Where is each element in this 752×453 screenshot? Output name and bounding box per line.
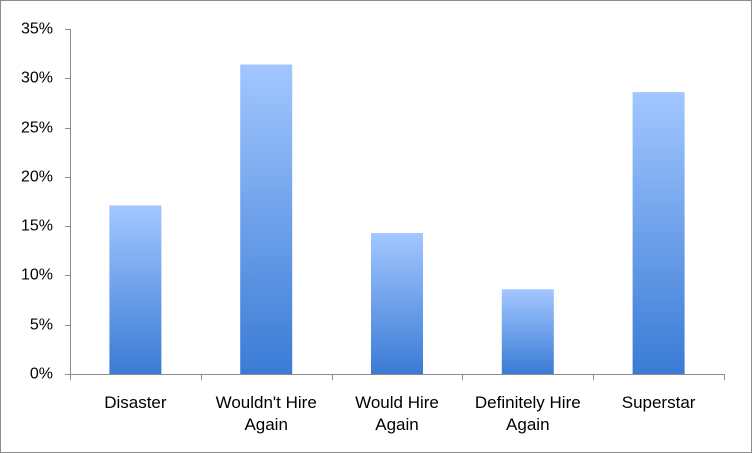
y-tick-label: 10%: [21, 267, 53, 284]
x-tick-label: Would Hire Again: [355, 393, 439, 434]
x-tick-label: Definitely Hire Again: [474, 393, 581, 434]
bar: [240, 64, 293, 374]
x-tick-label: Disaster: [104, 393, 167, 412]
y-tick-label: 20%: [21, 169, 53, 186]
bar: [371, 233, 423, 374]
bar: [109, 205, 162, 374]
y-tick-label: 15%: [21, 218, 53, 235]
y-tick-label: 35%: [21, 21, 53, 38]
bar: [632, 92, 685, 374]
x-tick-label: Superstar: [621, 393, 696, 412]
x-tick-label: Wouldn't Hire Again: [215, 393, 317, 434]
y-tick-label: 30%: [21, 70, 53, 87]
y-tick-label: 5%: [30, 317, 53, 334]
y-tick-label: 25%: [21, 120, 53, 137]
bar: [501, 289, 554, 374]
y-tick-label: 0%: [30, 366, 53, 383]
